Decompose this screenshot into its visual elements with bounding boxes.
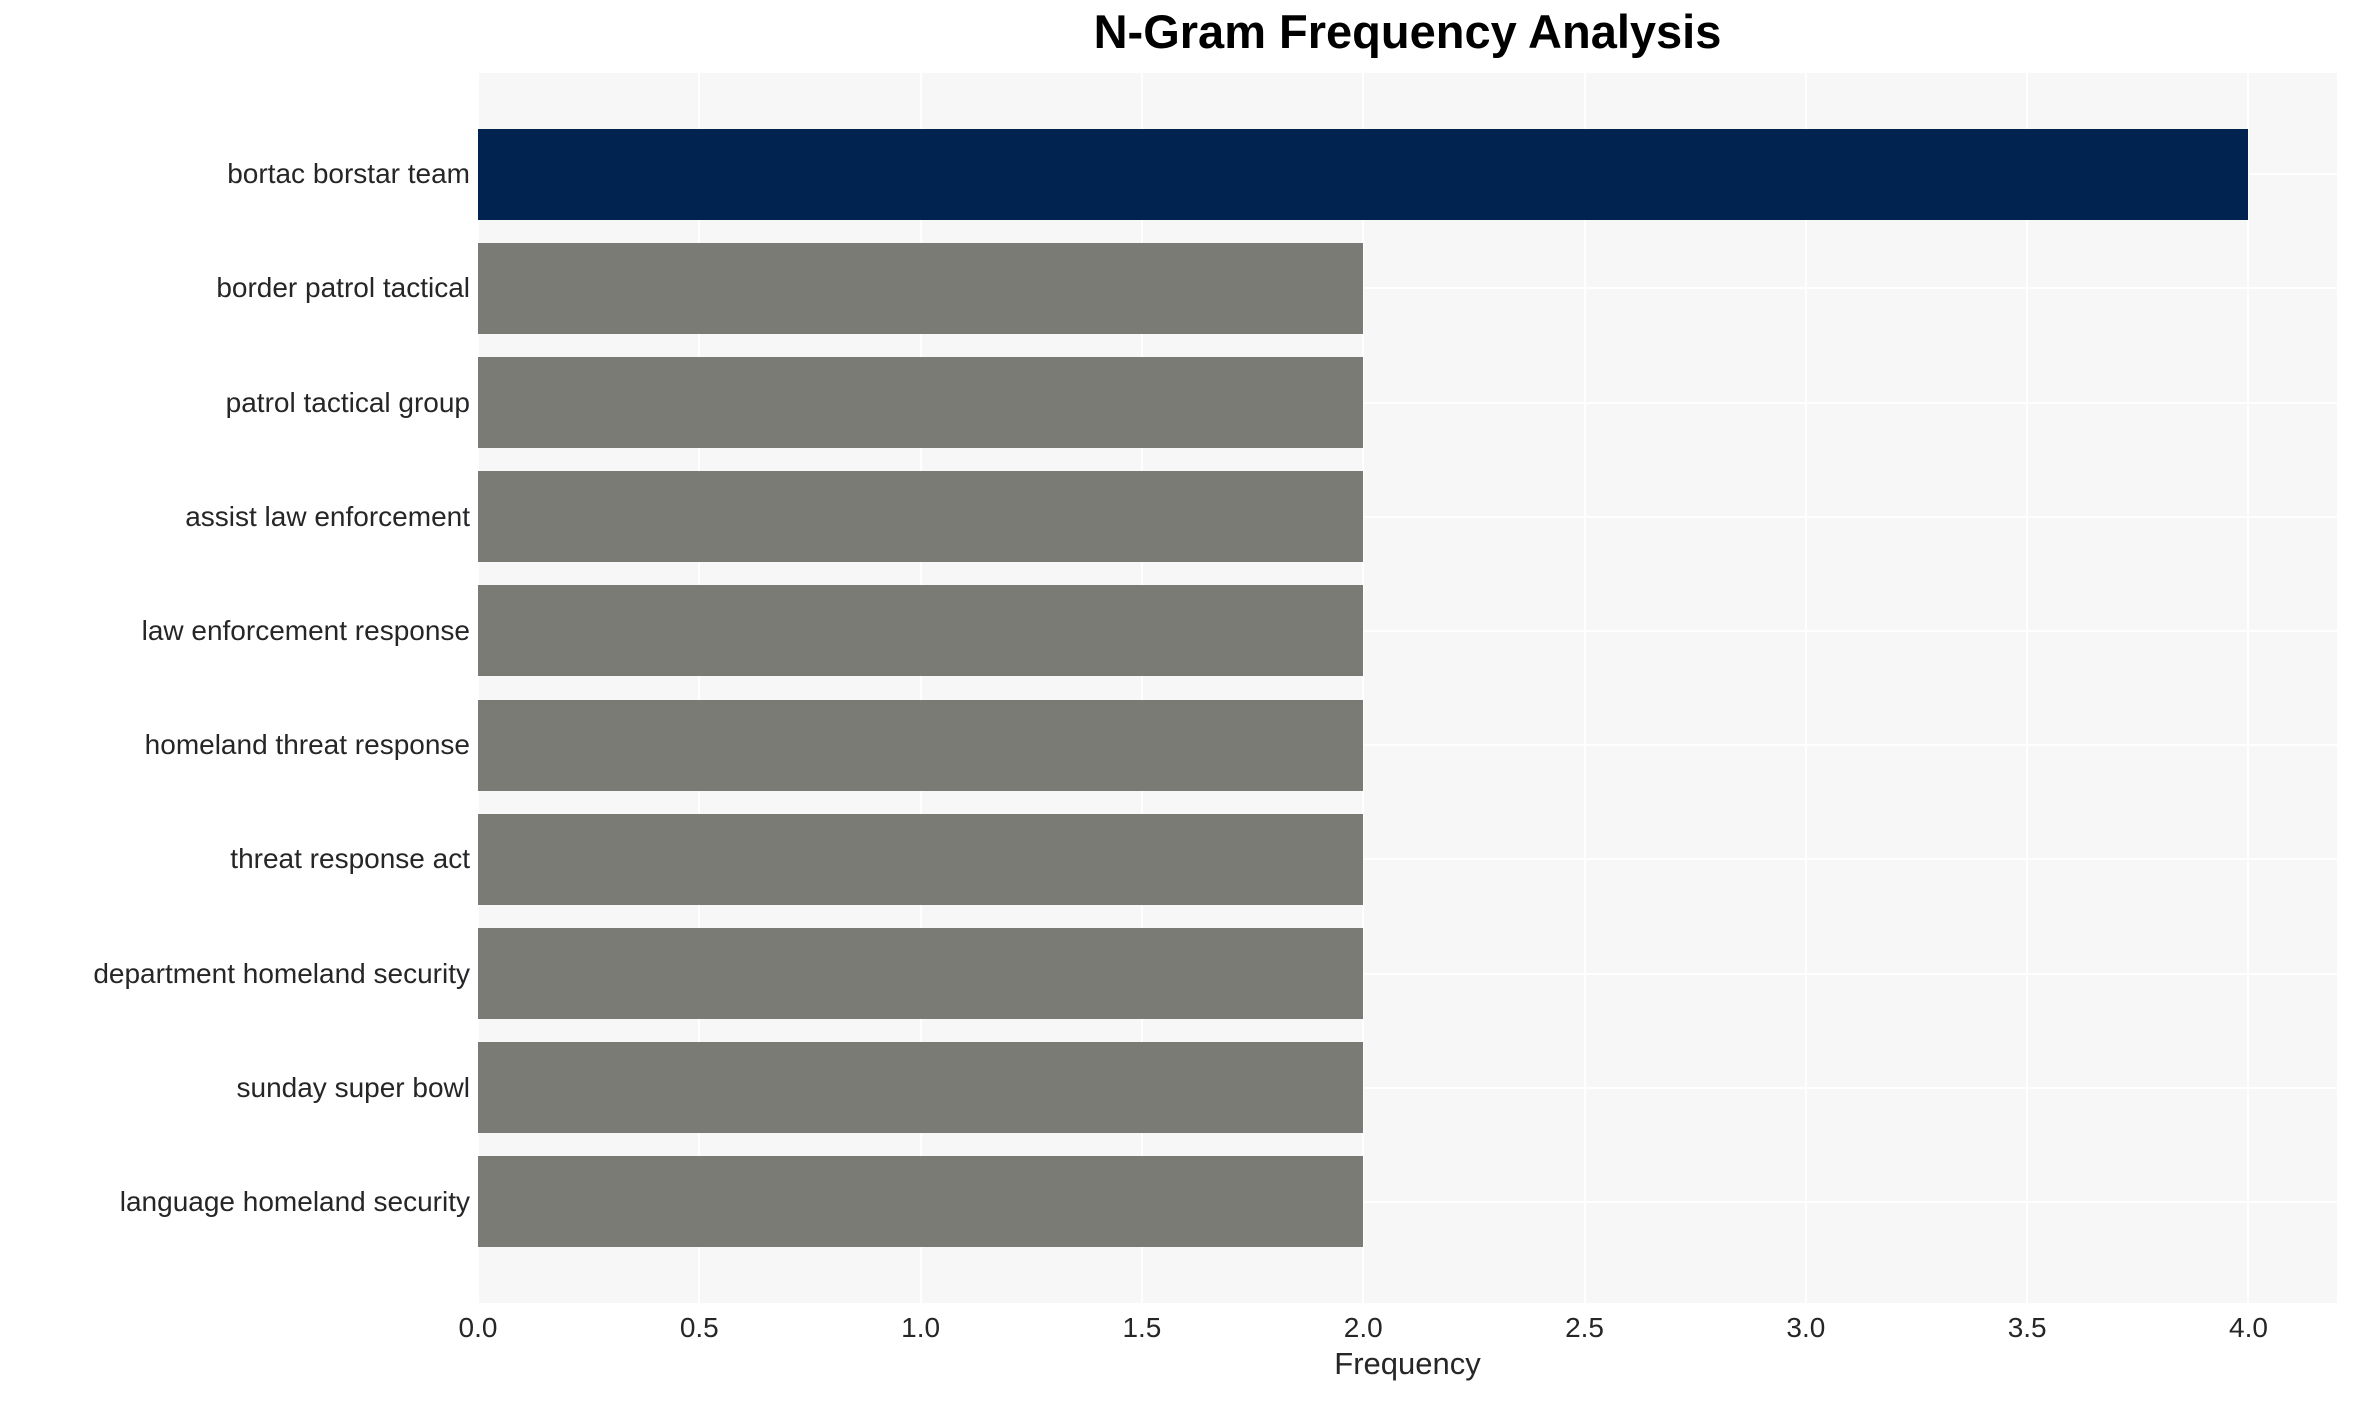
y-tick-label: border patrol tactical <box>216 272 470 304</box>
gridline-h <box>478 744 2337 747</box>
x-axis-title: Frequency <box>1334 1346 1481 1381</box>
gridline-v <box>919 73 922 1303</box>
bar-homeland-threat-response <box>478 699 1364 791</box>
bar-bortac-borstar-team <box>478 128 2249 220</box>
gridline-v <box>2247 73 2250 1303</box>
chart-title: N-Gram Frequency Analysis <box>1093 5 1722 58</box>
plot-area <box>477 73 2337 1303</box>
x-tick-label: 1.0 <box>901 1312 941 1343</box>
x-tick-label: 4.0 <box>2229 1312 2268 1343</box>
gridline-h <box>478 972 2337 975</box>
gridline-v <box>1362 73 1365 1303</box>
gridline-h <box>478 858 2337 861</box>
bar-law-enforcement-response <box>478 585 1364 677</box>
gridline-v <box>2026 73 2029 1303</box>
x-tick-label: 2.0 <box>1343 1312 1383 1343</box>
gridline-h <box>478 287 2337 290</box>
y-tick-label: homeland threat response <box>144 729 470 761</box>
y-tick-label: bortac borstar team <box>227 158 470 190</box>
gridline-h <box>478 629 2337 632</box>
bar-department-homeland-security <box>478 928 1364 1019</box>
x-tick-label: 0.0 <box>458 1312 498 1343</box>
bar-border-patrol-tactical <box>478 242 1364 334</box>
gridline-v <box>477 73 479 1303</box>
y-axis-labels: bortac borstar team border patrol tactica… <box>0 73 470 1303</box>
x-tick-label: 3.0 <box>1786 1312 1826 1343</box>
y-tick-label: patrol tactical group <box>225 386 470 418</box>
y-tick-label: sunday super bowl <box>236 1071 470 1103</box>
y-tick-label: department homeland security <box>93 957 470 989</box>
x-tick-label: 1.5 <box>1122 1312 1162 1343</box>
gridline-v <box>1140 73 1143 1303</box>
bar-assist-law-enforcement <box>478 471 1364 563</box>
gridline-h <box>478 515 2337 518</box>
y-tick-label: language homeland security <box>119 1185 470 1217</box>
gridline-h <box>478 1086 2337 1089</box>
y-tick-label: assist law enforcement <box>185 500 470 532</box>
bar-sunday-super-bowl <box>478 1042 1364 1134</box>
gridline-h <box>478 401 2337 404</box>
gridline-v <box>1583 73 1586 1303</box>
gridline-v <box>698 73 701 1303</box>
y-tick-label: threat response act <box>230 843 470 875</box>
y-tick-label: law enforcement response <box>141 614 470 646</box>
x-tick-label: 0.5 <box>679 1312 719 1343</box>
bar-language-homeland-security <box>478 1156 1364 1248</box>
gridline-h <box>478 1200 2337 1203</box>
x-tick-label: 2.5 <box>1565 1312 1605 1343</box>
gridline-v <box>1804 73 1807 1303</box>
bar-patrol-tactical-group <box>478 357 1364 448</box>
bar-threat-response-act <box>478 813 1364 905</box>
x-tick-label: 3.5 <box>2007 1312 2047 1343</box>
